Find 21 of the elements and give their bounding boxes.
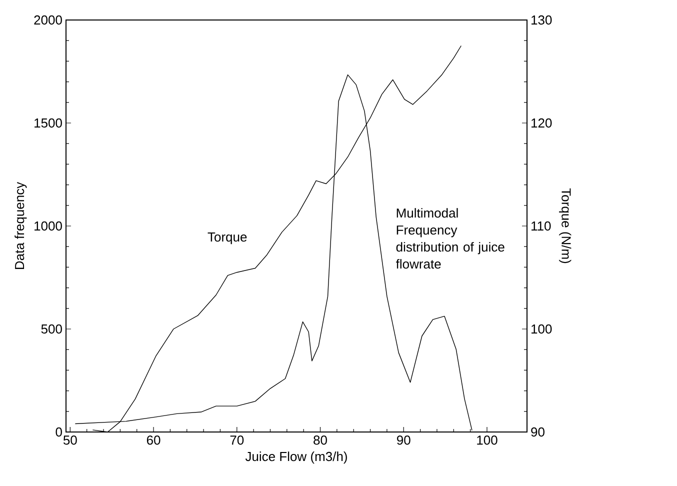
- y-tick-label: 1000: [34, 221, 62, 231]
- y-tick-label: 1500: [34, 118, 62, 128]
- x-tick-label: 70: [230, 436, 244, 445]
- y-tick-label: 2000: [34, 15, 62, 25]
- annotation: Torque: [208, 232, 247, 244]
- y2-tick-label: 90: [531, 427, 544, 437]
- y-axis-title: Data frequency: [14, 182, 27, 270]
- annotation: Multimodal Frequency distribution of juice flowrate: [396, 208, 504, 269]
- x-tick-label: 90: [397, 436, 410, 445]
- y2-tick-label: 120: [532, 118, 552, 128]
- y2-tick-label: 110: [532, 221, 551, 231]
- x-tick-label: 80: [314, 436, 327, 445]
- y-tick-label: 500: [41, 324, 62, 334]
- x-axis-title: Juice Flow (m3/h): [245, 452, 347, 464]
- y-tick-label: 0: [56, 427, 62, 437]
- y2-tick-label: 100: [532, 324, 552, 334]
- x-tick-label: 60: [146, 436, 160, 445]
- y2-axis-title: Torque (N/m): [559, 188, 572, 264]
- x-tick-label: 50: [63, 436, 77, 445]
- x-tick-label: 100: [477, 436, 498, 445]
- y2-tick-label: 130: [532, 15, 552, 25]
